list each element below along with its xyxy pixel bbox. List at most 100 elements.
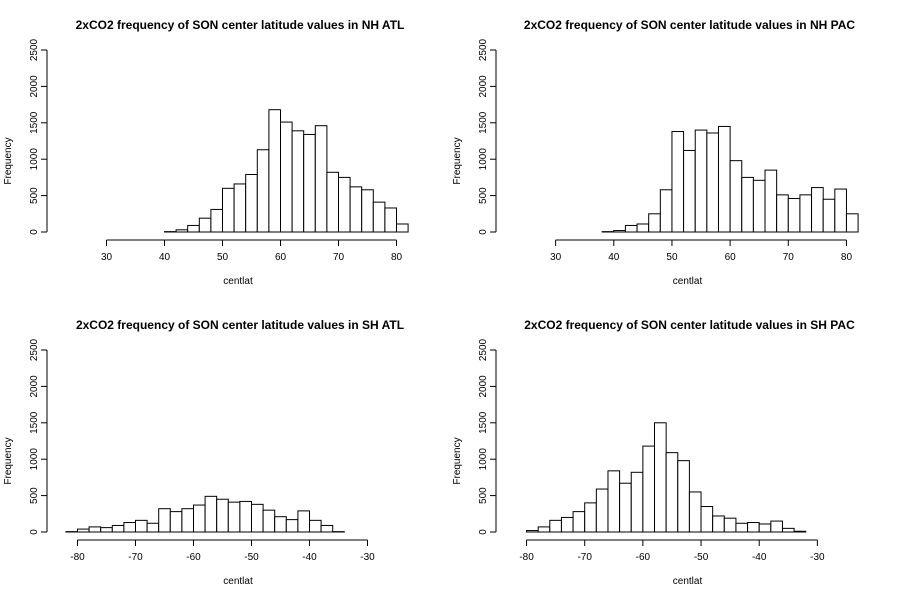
x-tick-label: -80 [70,552,85,563]
histogram-bar [182,509,194,532]
histogram-panel-4: 2xCO2 frequency of SON center latitude v… [452,318,855,587]
histogram-bar [742,177,754,232]
histogram-bar [223,188,235,232]
chart-title: 2xCO2 frequency of SON center latitude v… [76,318,404,332]
x-tick-label: -80 [519,552,534,563]
y-tick-label: 2000 [478,375,489,398]
histogram-bar [373,202,385,232]
histogram-bar [211,209,223,232]
y-tick-label: 2000 [478,75,489,98]
histogram-bar [707,133,719,232]
x-axis-label: centlat [673,276,703,287]
histogram-panel-2: 2xCO2 frequency of SON center latitude v… [452,18,858,287]
x-tick-label: -30 [360,552,375,563]
histogram-bar [788,199,800,232]
histogram-bar [625,225,637,232]
y-tick-label: 1000 [29,148,40,171]
histogram-bar [695,130,707,232]
x-tick-label: 30 [101,252,113,263]
histogram-bar [538,527,550,532]
x-axis-label: centlat [673,576,703,587]
histogram-bar [240,501,252,532]
x-tick-label: 60 [725,252,737,263]
x-tick-label: -50 [694,552,709,563]
histogram-bar [631,472,643,532]
x-tick-label: -60 [186,552,201,563]
histogram-bar [176,230,188,232]
x-axis-label: centlat [223,276,253,287]
histogram-bar [812,188,824,232]
histogram-bar [585,503,597,532]
histogram-bar [573,512,585,532]
y-axis-label: Frequency [452,437,463,484]
x-tick-label: 30 [550,252,562,263]
y-tick-label: 0 [478,229,489,235]
y-tick-label: 500 [478,187,489,204]
histogram-bar [561,517,573,532]
histogram-bar [269,110,281,232]
histogram-bar [199,218,211,232]
histogram-bar [112,525,124,532]
histogram-bar [794,531,806,532]
histogram-bar [281,122,293,232]
histogram-bar [672,132,684,232]
histogram-bar [234,184,246,232]
histogram-bar [666,453,678,532]
histogram-bar [730,161,742,232]
histogram-bar [292,131,304,232]
histogram-bar [596,489,608,532]
x-tick-label: 40 [608,252,620,263]
y-tick-label: 1000 [29,448,40,471]
y-tick-label: 1000 [478,448,489,471]
histogram-bar [835,189,847,232]
x-tick-label: -70 [128,552,143,563]
x-axis-label: centlat [223,576,253,587]
histogram-bar [684,150,696,232]
y-tick-label: 500 [29,487,40,504]
chart-title: 2xCO2 frequency of SON center latitude v… [524,18,856,32]
histogram-bar [823,199,835,232]
y-tick-label: 2500 [478,338,489,361]
chart-title: 2xCO2 frequency of SON center latitude v… [524,318,855,332]
x-tick-label: 50 [666,252,678,263]
histogram-bar [263,510,275,532]
histogram-bar [800,195,812,232]
histogram-bar [620,483,632,532]
histogram-bar [257,150,269,232]
y-tick-label: 2500 [29,338,40,361]
histogram-bar [660,190,672,232]
histogram-bar [397,224,409,232]
x-tick-label: 60 [275,252,287,263]
x-tick-label: 80 [841,252,853,263]
y-tick-label: 500 [29,187,40,204]
histogram-bar [782,528,794,532]
histogram-bar [748,523,760,532]
histogram-bar [246,174,258,232]
histogram-bar [608,471,620,532]
y-tick-label: 0 [29,529,40,535]
x-tick-label: -50 [244,552,259,563]
histogram-bar [701,507,713,532]
histogram-bar [89,527,101,532]
x-tick-label: 40 [159,252,171,263]
histogram-bar [724,518,736,532]
histogram-bar [286,520,298,532]
histogram-bar [649,214,661,232]
histogram-bar [350,187,362,232]
histogram-bar [771,521,783,532]
histogram-bar [327,172,339,232]
histogram-bar [678,461,690,532]
histogram-bar [637,224,649,232]
x-tick-label: 70 [783,252,795,263]
x-tick-label: -40 [302,552,317,563]
y-tick-label: 2000 [29,75,40,98]
histogram-panel-1: 2xCO2 frequency of SON center latitude v… [3,18,408,287]
y-tick-label: 1000 [478,148,489,171]
histogram-bar [753,180,765,232]
y-tick-label: 1500 [478,411,489,434]
histogram-bar [304,134,316,232]
histogram-bar [765,170,777,232]
y-tick-label: 2000 [29,375,40,398]
